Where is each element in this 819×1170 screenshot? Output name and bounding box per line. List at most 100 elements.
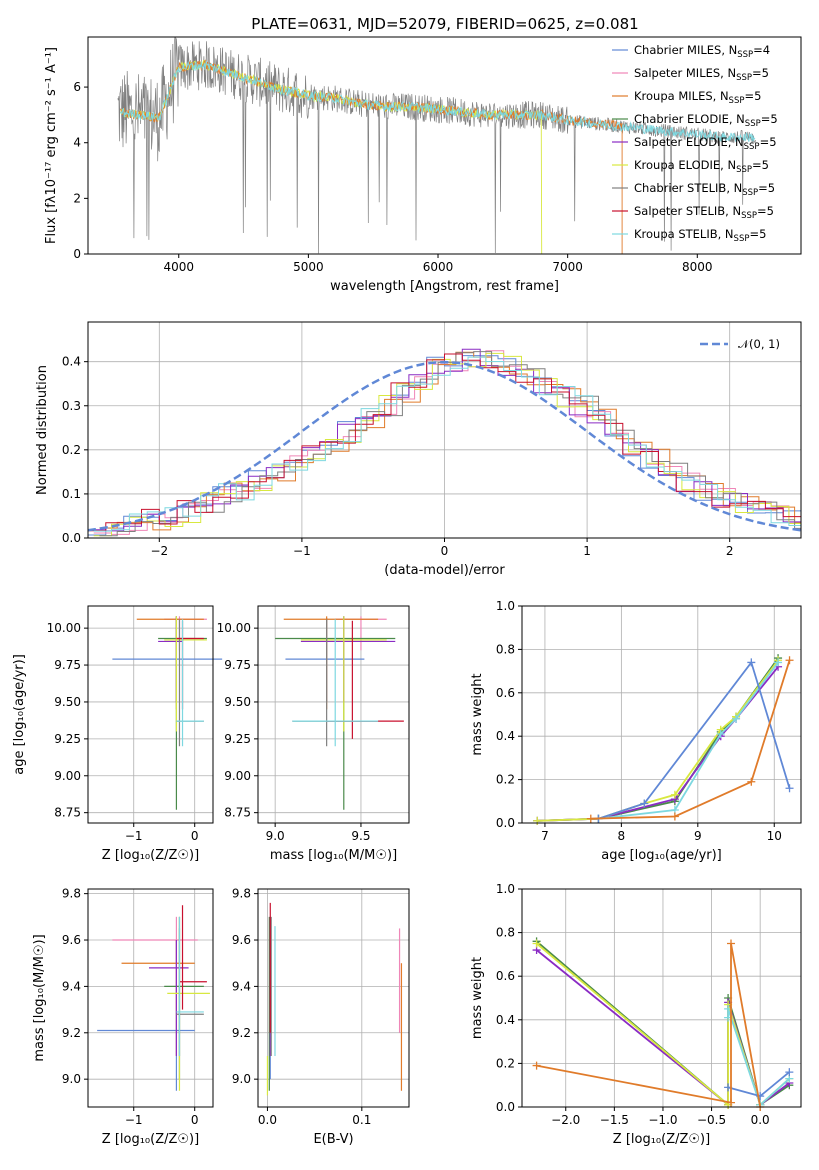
x-axis-label: (data-model)/error: [384, 563, 505, 578]
data-point-marker: [532, 1061, 541, 1070]
plot-frame: [87, 888, 214, 1108]
x-tick-label: −2: [150, 544, 168, 558]
spectrum-panel: 4000 5000 6000 7000 8000 0 2 4 6 wavelength [Angs…: [44, 36, 802, 294]
x-tick-label: 6000: [423, 260, 454, 274]
y-tick-label: 9.00: [54, 769, 81, 783]
plot-frame: [87, 321, 802, 539]
x-tick-label: 0: [191, 829, 199, 843]
plot-frame: [257, 605, 410, 824]
x-tick-label: −1: [293, 544, 311, 558]
legend-entry: Salpeter STELIB, NSSP=5: [634, 204, 774, 221]
mass-vs-ebv-panel: 0.0 0.1 9.0 9.2 9.4 9.6 9.8 E(B-V): [232, 887, 410, 1147]
y-tick-label: 0.6: [496, 969, 515, 983]
x-axis-label: Z [log₁₀(Z/Z☉)]: [102, 1132, 199, 1147]
x-tick-label: 8: [618, 829, 626, 843]
y-tick-label: 9.50: [224, 695, 251, 709]
data-point-marker: [747, 777, 756, 786]
y-tick-label: 4: [73, 136, 81, 150]
legend-entry: Kroupa STELIB, NSSP=5: [634, 227, 766, 244]
y-tick-label: 0.8: [496, 926, 515, 940]
legend-entry: Salpeter ELODIE, NSSP=5: [634, 135, 777, 152]
x-tick-label: −0.5: [697, 1113, 726, 1127]
y-tick-label: 0.3: [62, 399, 81, 413]
y-tick-label: 9.75: [224, 658, 251, 672]
legend-entry: 𝒩(0, 1): [738, 337, 780, 351]
legend-entry: Kroupa ELODIE, NSSP=5: [634, 158, 769, 175]
spectrum-model-line: [120, 60, 756, 142]
x-tick-label: 4000: [163, 260, 194, 274]
x-tick-label: 1: [583, 544, 591, 558]
y-tick-label: 10.00: [47, 621, 81, 635]
plot-frame: [257, 888, 410, 1108]
y-tick-label: 0.4: [496, 729, 515, 743]
series-line: [598, 661, 779, 820]
x-tick-label: 5000: [293, 260, 324, 274]
y-tick-label: 0.0: [62, 531, 81, 545]
plot-frame: [521, 888, 802, 1108]
y-tick-label: 0.6: [496, 686, 515, 700]
y-tick-label: 9.4: [232, 979, 251, 993]
x-tick-label: 8000: [682, 260, 713, 274]
data-point-marker: [586, 814, 595, 823]
plot-frame: [87, 36, 802, 255]
plot-frame: [87, 605, 214, 824]
x-axis-label: Z [log₁₀(Z/Z☉)]: [613, 1132, 710, 1147]
x-axis-label: Z [log₁₀(Z/Z☉)]: [102, 848, 199, 863]
spectrum-traces: [117, 37, 756, 254]
x-tick-label: 9.0: [266, 829, 285, 843]
y-tick-label: 9.0: [62, 1072, 81, 1086]
residuals-panel: −2 −1 0 1 2 0.0 0.1 0.2 0.3 0.4 (data-model)/error…: [35, 321, 802, 578]
y-tick-label: 9.2: [232, 1026, 251, 1040]
series-line: [727, 1071, 790, 1098]
histogram-step-line: [93, 356, 801, 532]
x-tick-label: 0: [191, 1113, 199, 1127]
age-vs-z-panel: −1 0 8.75 9.00 9.25 9.50 9.75 10.00 Z [log₁₀(Z/Z…: [12, 605, 223, 863]
x-tick-label: 0.0: [751, 1113, 770, 1127]
y-axis-label: mass weight: [470, 957, 485, 1039]
x-axis-label: mass [log₁₀(M/M☉)]: [270, 848, 397, 863]
x-tick-label: 10: [767, 829, 782, 843]
series-line: [537, 659, 779, 822]
histogram-step-line: [99, 351, 801, 537]
y-tick-label: 9.25: [224, 732, 251, 746]
y-axis-label: mass [log₁₀(M/M☉)]: [32, 934, 47, 1061]
y-tick-label: 6: [73, 80, 81, 94]
y-tick-label: 0.2: [62, 443, 81, 457]
legend-entry: Salpeter MILES, NSSP=5: [634, 66, 769, 83]
series-line: [590, 660, 791, 820]
y-tick-label: 9.0: [232, 1072, 251, 1086]
y-tick-label: 9.8: [62, 887, 81, 901]
data-point-marker: [747, 658, 756, 667]
data-point-marker: [716, 730, 725, 739]
y-tick-label: 8.75: [224, 806, 251, 820]
x-tick-label: 9.5: [351, 829, 370, 843]
y-tick-label: 9.6: [62, 933, 81, 947]
data-point-marker: [727, 1098, 736, 1107]
y-axis-label: Normed distribution: [35, 365, 50, 495]
spectrum-model-line: [119, 59, 623, 254]
y-tick-label: 9.75: [54, 658, 81, 672]
series-line: [537, 657, 779, 822]
y-tick-label: 0.8: [496, 642, 515, 656]
y-tick-label: 0.0: [496, 816, 515, 830]
legend-entry: Chabrier STELIB, NSSP=5: [634, 181, 775, 198]
x-tick-label: −1.0: [648, 1113, 677, 1127]
y-tick-label: 9.25: [54, 732, 81, 746]
y-axis-label: mass weight: [470, 673, 485, 755]
x-tick-label: 7: [541, 829, 549, 843]
x-tick-label: −1: [125, 1113, 143, 1127]
data-point-marker: [732, 714, 741, 723]
mw-vs-z-panel: −2.0 −1.5 −1.0 −0.5 0.0 0.0 0.2 0.4 0.6 0.8 1.0 Z […: [470, 882, 802, 1147]
y-tick-label: 9.6: [232, 933, 251, 947]
x-tick-label: 9: [694, 829, 702, 843]
data-point-marker: [774, 658, 783, 667]
series-line: [727, 1008, 790, 1107]
y-tick-label: 0.1: [62, 487, 81, 501]
y-axis-label: Flux [fλ10⁻¹⁷ erg cm⁻² s⁻¹ A⁻¹]: [44, 47, 59, 244]
y-tick-label: 0.2: [496, 773, 515, 787]
y-tick-label: 0.4: [62, 355, 81, 369]
y-tick-label: 10.00: [217, 621, 251, 635]
x-tick-label: 0: [441, 544, 449, 558]
x-tick-label: 0.0: [258, 1113, 277, 1127]
